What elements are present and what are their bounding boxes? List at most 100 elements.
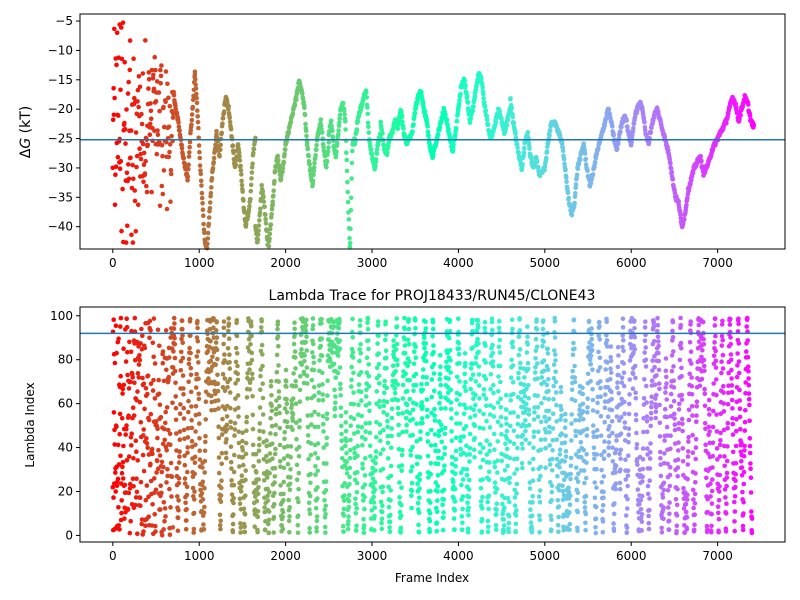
dg-data-point — [561, 156, 567, 162]
lambda-data-point — [178, 402, 183, 407]
lambda-data-point — [613, 481, 619, 486]
lambda-data-point — [442, 425, 448, 431]
lambda-data-point — [425, 453, 431, 459]
lambda-data-point — [302, 358, 307, 364]
dg-data-point — [386, 143, 391, 149]
lambda-data-point — [597, 337, 602, 342]
lambda-data-point — [486, 506, 491, 512]
dg-scatter-series — [110, 20, 757, 251]
lambda-data-point — [669, 368, 675, 374]
lambda-data-point — [479, 516, 485, 522]
dg-data-point — [569, 212, 575, 218]
lambda-data-point — [439, 422, 444, 428]
lambda-data-point — [520, 432, 526, 438]
lambda-data-point — [127, 530, 133, 536]
lambda-data-point — [124, 316, 129, 322]
lambda-data-point — [128, 349, 134, 355]
dg-data-point — [724, 121, 729, 126]
lambda-data-point — [383, 348, 389, 354]
dg-data-point — [313, 152, 318, 158]
dg-data-point — [207, 205, 213, 211]
lambda-data-point — [297, 418, 303, 423]
dg-data-point — [497, 109, 503, 114]
lambda-data-point — [114, 350, 119, 356]
dg-data-point — [340, 100, 346, 106]
lambda-data-point — [238, 489, 244, 494]
lambda-data-point — [531, 429, 537, 435]
dg-data-point — [564, 179, 569, 185]
lambda-data-point — [221, 341, 226, 347]
lambda-data-point — [315, 496, 320, 501]
lambda-data-point — [684, 497, 690, 502]
lambda-data-point — [561, 477, 567, 483]
dg-data-point — [366, 124, 371, 130]
dg-data-point — [159, 142, 165, 148]
lambda-data-point — [572, 346, 577, 352]
dg-data-point — [271, 188, 277, 193]
lambda-data-point — [253, 494, 258, 499]
dg-data-point — [251, 150, 256, 156]
lambda-data-point — [441, 515, 446, 520]
lambda-data-point — [476, 372, 482, 377]
lambda-data-point — [374, 389, 380, 394]
lambda-data-point — [683, 509, 689, 515]
lambda-data-point — [349, 364, 355, 370]
lambda-data-point — [227, 390, 233, 395]
lambda-data-point — [723, 495, 728, 500]
lambda-data-point — [747, 443, 753, 449]
lambda-data-point — [219, 461, 224, 467]
lambda-data-point — [526, 382, 531, 388]
lambda-data-point — [150, 502, 155, 507]
dg-data-point — [149, 67, 155, 73]
dg-data-point — [572, 200, 577, 206]
dg-data-point — [255, 237, 261, 242]
lambda-data-point — [544, 363, 550, 369]
dg-data-point — [193, 86, 199, 91]
lambda-data-point — [512, 487, 517, 493]
lambda-data-point — [309, 422, 314, 427]
dg-data-point — [134, 164, 139, 170]
lambda-data-point — [233, 359, 239, 365]
lambda-data-point — [333, 375, 339, 381]
dg-data-point — [454, 118, 460, 124]
lambda-data-point — [273, 423, 279, 428]
lambda-data-point — [144, 483, 150, 488]
lambda-data-point — [388, 473, 394, 479]
lambda-data-point — [480, 457, 486, 463]
lambda-data-point — [700, 348, 705, 353]
dg-data-point — [513, 131, 518, 136]
dg-data-point — [592, 159, 598, 165]
lambda-data-point — [591, 434, 596, 440]
lambda-data-point — [735, 329, 741, 334]
lambda-data-point — [690, 487, 696, 493]
dg-data-point — [166, 124, 172, 130]
lambda-data-point — [164, 448, 169, 453]
lambda-data-point — [354, 489, 360, 495]
lambda-data-point — [569, 421, 574, 426]
lambda-data-point — [736, 321, 741, 327]
lambda-data-point — [537, 530, 542, 535]
lambda-data-point — [661, 480, 667, 486]
lambda-data-point — [521, 382, 527, 388]
lambda-data-point — [642, 338, 648, 344]
dg-data-point — [278, 176, 284, 182]
lambda-data-point — [158, 483, 163, 489]
lambda-data-point — [320, 414, 326, 419]
lambda-data-point — [385, 424, 390, 430]
lambda-data-point — [227, 360, 232, 365]
lambda-data-point — [180, 333, 185, 338]
lambda-data-point — [395, 405, 401, 411]
lambda-data-point — [446, 376, 451, 382]
lambda-data-point — [702, 368, 707, 374]
lambda-data-point — [720, 352, 726, 358]
lambda-data-point — [415, 500, 421, 506]
lambda-data-point — [152, 512, 157, 517]
lambda-data-point — [338, 381, 343, 387]
lambda-data-point — [590, 387, 595, 392]
dg-data-point — [430, 152, 436, 157]
lambda-data-point — [542, 395, 547, 401]
lambda-data-point — [354, 523, 359, 529]
lambda-data-point — [746, 391, 752, 396]
lambda-data-point — [240, 454, 246, 460]
lambda-data-point — [510, 363, 516, 368]
